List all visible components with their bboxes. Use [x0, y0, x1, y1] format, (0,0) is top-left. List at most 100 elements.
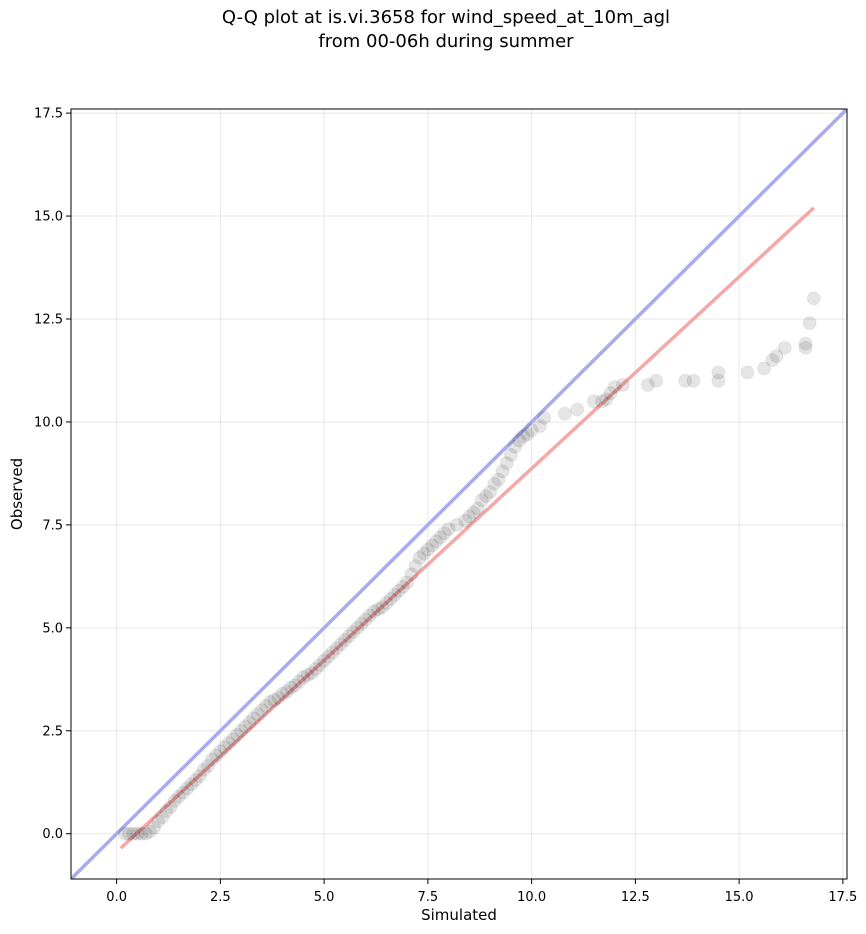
chart-title-line-2: from 00-06h during summer — [318, 31, 574, 52]
data-point — [686, 373, 701, 388]
data-point — [275, 686, 290, 701]
data-point — [537, 410, 552, 425]
axis-ticks: 0.0 2.5 5.0 7.5 10.0 12.5 15.0 17.5 0.0 2.5 5.0 7.5… — [34, 107, 857, 905]
data-point — [408, 559, 423, 574]
data-point — [300, 668, 315, 683]
data-point — [491, 472, 506, 487]
data-point — [259, 699, 274, 714]
data-point — [217, 740, 232, 755]
y-tick-label: 7.5 — [42, 518, 63, 533]
data-point — [570, 402, 585, 417]
data-point — [159, 804, 174, 819]
y-tick-label: 17.5 — [34, 107, 63, 122]
data-point — [288, 678, 303, 693]
data-point — [678, 373, 693, 388]
data-point — [599, 392, 614, 407]
x-tick-label: 10.0 — [517, 890, 546, 905]
data-point — [308, 662, 323, 676]
data-point — [246, 711, 261, 726]
data-point — [711, 365, 726, 380]
data-point — [184, 777, 199, 792]
data-point — [404, 567, 419, 582]
data-point — [117, 826, 132, 841]
data-point — [321, 649, 336, 664]
data-point — [640, 377, 655, 392]
data-point — [146, 820, 161, 835]
data-point — [238, 719, 253, 734]
data-point — [163, 799, 178, 814]
data-point — [470, 501, 485, 516]
data-point — [516, 429, 531, 444]
x-tick-label: 15.0 — [725, 890, 754, 905]
data-point — [769, 349, 784, 364]
data-point — [607, 379, 622, 394]
data-point — [254, 703, 269, 718]
data-point — [400, 575, 415, 590]
data-point — [213, 744, 228, 759]
data-point — [342, 629, 357, 644]
data-point — [142, 824, 157, 839]
data-point — [416, 546, 431, 561]
data-point — [649, 373, 664, 388]
data-point — [155, 810, 170, 825]
y-axis-label: Observed — [8, 458, 26, 530]
data-point — [557, 406, 572, 421]
data-point — [151, 814, 166, 829]
data-point — [366, 604, 381, 619]
data-point — [395, 579, 410, 594]
data-point — [296, 670, 311, 685]
data-point — [441, 522, 456, 536]
x-axis-label: Simulated — [421, 906, 497, 924]
x-tick-label: 12.5 — [621, 890, 650, 905]
data-point — [122, 826, 137, 841]
data-point — [263, 694, 278, 709]
data-point — [167, 793, 182, 808]
data-point — [524, 423, 539, 438]
data-point — [271, 690, 286, 705]
data-point — [499, 456, 514, 471]
data-point — [176, 785, 191, 800]
data-point — [354, 616, 369, 631]
data-point — [350, 620, 365, 635]
data-point — [391, 583, 406, 598]
data-point — [462, 509, 477, 524]
data-point — [138, 826, 153, 841]
data-point — [503, 447, 518, 462]
data-point — [615, 377, 630, 392]
data-point — [433, 530, 448, 545]
y-tick-label: 15.0 — [34, 210, 63, 225]
data-point — [234, 723, 249, 738]
data-point — [126, 826, 141, 841]
data-point — [130, 826, 145, 841]
data-point — [346, 624, 361, 639]
data-point — [304, 666, 319, 681]
data-point — [483, 484, 498, 499]
data-point — [337, 633, 352, 648]
data-points — [117, 291, 821, 841]
data-point — [429, 534, 444, 549]
data-point — [777, 340, 792, 355]
data-point — [586, 394, 601, 409]
data-point — [757, 361, 772, 376]
data-point — [802, 316, 817, 331]
data-point — [192, 769, 207, 784]
data-point — [225, 732, 240, 746]
data-point — [362, 608, 377, 623]
data-point — [171, 789, 186, 804]
reference-lines — [71, 109, 847, 879]
data-point — [595, 394, 610, 409]
data-point — [329, 641, 344, 656]
data-point — [412, 550, 427, 565]
data-point — [383, 592, 398, 606]
x-tick-label: 5.0 — [314, 890, 335, 905]
chart-title: Q-Q plot at is.vi.3658 for wind_speed_at… — [0, 6, 866, 54]
data-point — [325, 645, 340, 660]
data-point — [209, 748, 224, 763]
data-point — [279, 684, 294, 699]
data-point — [242, 715, 257, 730]
data-point — [317, 653, 332, 668]
y-tick-label: 2.5 — [42, 724, 63, 739]
y-tick-label: 12.5 — [34, 313, 63, 328]
one-to-one-line — [71, 109, 847, 879]
data-point — [425, 538, 440, 553]
